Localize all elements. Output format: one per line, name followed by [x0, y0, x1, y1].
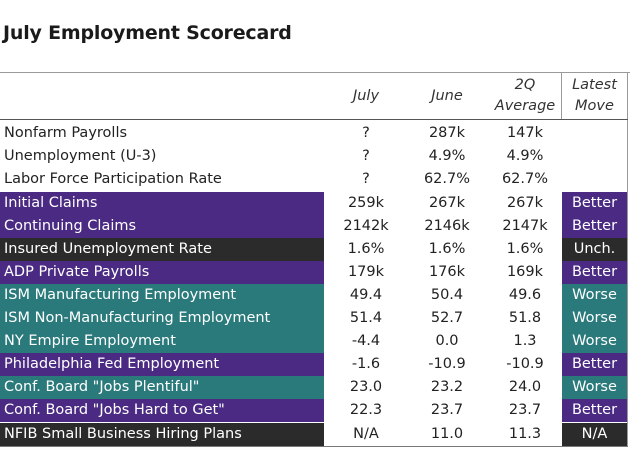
cell-latest-move: Better [562, 399, 627, 422]
cell-2q-average: 147k [506, 125, 544, 141]
cell-2q-average: 1.3 [513, 333, 537, 349]
row-label: Philadelphia Fed Employment [0, 353, 324, 376]
cell-2q-average: -10.9 [506, 356, 544, 372]
cell-june: 23.7 [430, 402, 464, 418]
cell-2q-average: 11.3 [508, 426, 542, 442]
header-2q-average: 2Q Average [493, 75, 557, 117]
cell-2q-average: 62.7% [501, 171, 549, 187]
cell-july: 1.6% [347, 241, 385, 257]
cell-july: N/A [353, 426, 379, 442]
row-label: Insured Unemployment Rate [0, 238, 324, 261]
row-label: ISM Non-Manufacturing Employment [0, 307, 324, 330]
table-row: Unemployment (U-3) ? 4.9% 4.9% [0, 145, 628, 168]
cell-2q-average: 51.8 [508, 310, 542, 326]
cell-2q-average: 24.0 [508, 379, 542, 395]
row-label: ADP Private Payrolls [0, 261, 324, 284]
frame-right-border [627, 72, 628, 446]
header-june: June [431, 88, 463, 104]
cell-latest-move: Unch. [562, 238, 627, 261]
table-row: NFIB Small Business Hiring Plans N/A 11.… [0, 423, 628, 446]
header-latest-move-line2: Move [575, 98, 614, 114]
cell-latest-move [562, 168, 627, 191]
table-row: ISM Non-Manufacturing Employment 51.4 52… [0, 307, 628, 330]
top-rule [0, 72, 630, 73]
row-label: ISM Manufacturing Employment [0, 284, 324, 307]
header-july: July [352, 88, 380, 104]
cell-july: 51.4 [349, 310, 383, 326]
cell-june: 267k [428, 195, 466, 211]
cell-july: 49.4 [349, 287, 383, 303]
cell-2q-average: 267k [506, 195, 544, 211]
cell-latest-move: Better [562, 215, 627, 238]
cell-latest-move [562, 122, 627, 145]
cell-2q-average: 4.9% [506, 148, 544, 164]
table-row: Insured Unemployment Rate 1.6% 1.6% 1.6%… [0, 238, 628, 261]
header-2q-average-line2: Average [494, 98, 556, 114]
table-row: Labor Force Participation Rate ? 62.7% 6… [0, 168, 628, 191]
cell-latest-move: Better [562, 353, 627, 376]
header-column-divider [561, 72, 562, 120]
cell-2q-average: 2147k [502, 218, 548, 234]
cell-june: 62.7% [423, 171, 471, 187]
row-label: NY Empire Employment [0, 330, 324, 353]
table-row: Philadelphia Fed Employment -1.6 -10.9 -… [0, 353, 628, 376]
cell-july: 22.3 [349, 402, 383, 418]
table-row: Conf. Board "Jobs Hard to Get" 22.3 23.7… [0, 399, 628, 422]
cell-latest-move: Worse [562, 307, 627, 330]
cell-latest-move: Better [562, 261, 627, 284]
row-label: Unemployment (U-3) [4, 148, 157, 164]
cell-latest-move: Worse [562, 330, 627, 353]
row-label: Nonfarm Payrolls [4, 125, 128, 141]
table-row: ADP Private Payrolls 179k 176k 169k Bett… [0, 261, 628, 284]
bottom-rule [0, 446, 628, 447]
row-label: NFIB Small Business Hiring Plans [0, 423, 324, 446]
cell-latest-move [562, 145, 627, 168]
cell-july: -1.6 [351, 356, 381, 372]
cell-2q-average: 49.6 [508, 287, 542, 303]
header-latest-move: Latest Move [562, 75, 627, 117]
cell-2q-average: 1.6% [506, 241, 544, 257]
cell-2q-average: 169k [506, 264, 544, 280]
table-row: NY Empire Employment -4.4 0.0 1.3 Worse [0, 330, 628, 353]
cell-july: ? [362, 171, 370, 187]
row-label: Initial Claims [0, 192, 324, 215]
cell-june: 4.9% [428, 148, 466, 164]
header-rule [0, 119, 628, 120]
table-row: Initial Claims 259k 267k 267k Better [0, 192, 628, 215]
cell-july: 179k [347, 264, 385, 280]
table-row: Conf. Board "Jobs Plentiful" 23.0 23.2 2… [0, 376, 628, 399]
cell-july: 259k [347, 195, 385, 211]
cell-june: -10.9 [428, 356, 466, 372]
table-row: ISM Manufacturing Employment 49.4 50.4 4… [0, 284, 628, 307]
cell-june: 11.0 [430, 426, 464, 442]
cell-july: 23.0 [349, 379, 383, 395]
table-row: Continuing Claims 2142k 2146k 2147k Bett… [0, 215, 628, 238]
cell-june: 50.4 [430, 287, 464, 303]
cell-june: 23.2 [430, 379, 464, 395]
cell-june: 52.7 [430, 310, 464, 326]
table-row: Nonfarm Payrolls ? 287k 147k [0, 122, 628, 145]
cell-latest-move: N/A [562, 423, 627, 446]
cell-june: 287k [428, 125, 466, 141]
cell-latest-move: Worse [562, 376, 627, 399]
cell-july: -4.4 [351, 333, 381, 349]
cell-july: 2142k [343, 218, 389, 234]
cell-july: ? [362, 148, 370, 164]
row-label: Labor Force Participation Rate [4, 171, 222, 187]
row-label: Conf. Board "Jobs Plentiful" [0, 376, 324, 399]
cell-june: 0.0 [435, 333, 459, 349]
cell-july: ? [362, 125, 370, 141]
cell-june: 2146k [424, 218, 470, 234]
cell-latest-move: Worse [562, 284, 627, 307]
cell-2q-average: 23.7 [508, 402, 542, 418]
header-latest-move-line1: Latest [572, 77, 617, 93]
page-title: July Employment Scorecard [3, 22, 292, 44]
row-label: Conf. Board "Jobs Hard to Get" [0, 399, 324, 422]
cell-june: 1.6% [428, 241, 466, 257]
row-label: Continuing Claims [0, 215, 324, 238]
header-2q-average-line1: 2Q [514, 77, 536, 93]
cell-june: 176k [428, 264, 466, 280]
cell-latest-move: Better [562, 192, 627, 215]
